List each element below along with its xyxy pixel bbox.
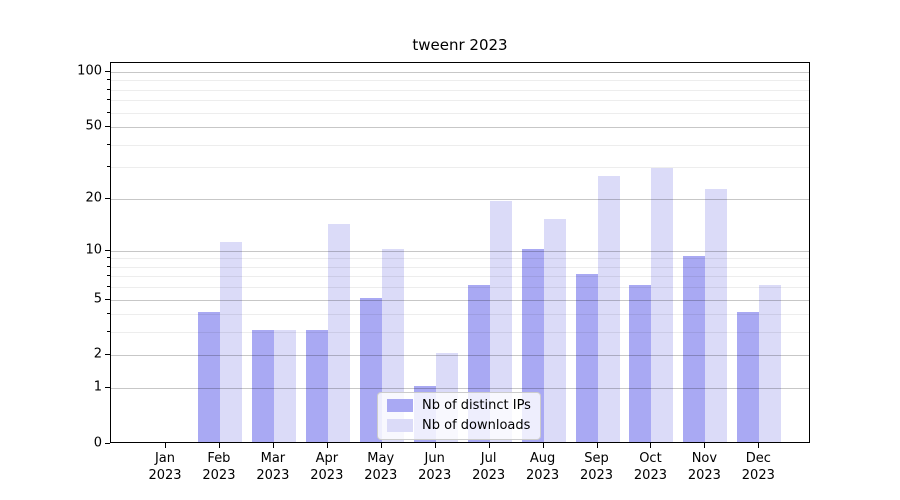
y-axis-tick-label: 2 <box>93 346 102 362</box>
y-axis-tick-label: 0 <box>93 435 102 451</box>
y-axis-tick-label: 1 <box>93 379 102 395</box>
gridline-major <box>111 300 809 301</box>
y-tick-minor <box>107 112 110 113</box>
bar-ips-sep <box>575 274 598 442</box>
gridline-minor <box>111 80 809 81</box>
gridline-minor <box>111 258 809 259</box>
chart-title: tweenr 2023 <box>412 36 508 54</box>
y-tick-minor <box>107 79 110 80</box>
gridline-minor <box>111 113 809 114</box>
plot-area <box>110 62 810 443</box>
gridline-minor <box>111 100 809 101</box>
y-axis-tick-label: 5 <box>93 291 102 307</box>
bar-downloads-mar <box>273 330 296 442</box>
gridline-minor <box>111 287 809 288</box>
bar-ips-nov <box>683 256 706 442</box>
bar-downloads-sep <box>597 176 620 442</box>
bar-downloads-oct <box>651 167 674 442</box>
bar-downloads-jul <box>489 200 512 442</box>
gridline-minor <box>111 314 809 315</box>
bar-downloads-nov <box>705 189 728 442</box>
x-tick <box>435 443 436 448</box>
gridline-major <box>111 251 809 252</box>
bar-downloads-dec <box>759 285 782 442</box>
y-axis-tick-label: 100 <box>77 63 102 79</box>
y-tick-minor <box>107 166 110 167</box>
x-axis-tick-label: Dec 2023 <box>741 451 775 483</box>
gridline-major <box>111 355 809 356</box>
gridline-minor <box>111 167 809 168</box>
x-tick <box>704 443 705 448</box>
y-tick <box>105 354 110 355</box>
y-axis-tick-label: 10 <box>85 242 102 258</box>
y-tick-minor <box>107 99 110 100</box>
y-tick <box>105 198 110 199</box>
bar-downloads-aug <box>543 218 566 442</box>
x-tick <box>273 443 274 448</box>
x-axis-tick-label: Apr 2023 <box>310 451 344 483</box>
x-axis-tick-label: Oct 2023 <box>633 451 667 483</box>
gridline-minor <box>111 90 809 91</box>
x-axis-tick-label: May 2023 <box>364 451 398 483</box>
y-tick-minor <box>107 266 110 267</box>
y-tick <box>105 299 110 300</box>
bar-ips-apr <box>305 330 328 442</box>
gridline-major <box>111 199 809 200</box>
bar-ips-mar <box>251 330 274 442</box>
bar-ips-dec <box>737 312 760 442</box>
x-tick <box>219 443 220 448</box>
x-tick <box>758 443 759 448</box>
bar-ips-oct <box>629 285 652 442</box>
bar-downloads-feb <box>219 241 242 442</box>
gridline-minor <box>111 276 809 277</box>
gridline-minor <box>111 145 809 146</box>
y-tick-minor <box>107 89 110 90</box>
x-axis-tick-label: Sep 2023 <box>579 451 614 483</box>
x-tick <box>381 443 382 448</box>
y-tick <box>105 250 110 251</box>
y-tick <box>105 443 110 444</box>
x-axis-tick-label: Nov 2023 <box>687 451 721 483</box>
x-tick <box>650 443 651 448</box>
y-tick-minor <box>107 144 110 145</box>
y-tick <box>105 387 110 388</box>
legend: Nb of distinct IPs Nb of downloads <box>377 392 541 440</box>
legend-swatch <box>387 419 413 432</box>
gridline-minor <box>111 267 809 268</box>
gridline-minor <box>111 332 809 333</box>
x-axis-tick-label: Mar 2023 <box>256 451 290 483</box>
y-axis-tick-label: 20 <box>85 190 102 206</box>
gridline-major <box>111 127 809 128</box>
bar-downloads-apr <box>327 223 350 442</box>
y-tick-minor <box>107 331 110 332</box>
legend-swatch <box>387 399 413 412</box>
gridline-major <box>111 388 809 389</box>
x-axis-tick-label: Aug 2023 <box>526 451 560 483</box>
bar-ips-may <box>359 297 382 442</box>
y-tick-minor <box>107 275 110 276</box>
x-axis-tick-label: Jul 2023 <box>472 451 506 483</box>
gridline-major <box>111 72 809 73</box>
x-axis-tick-label: Feb 2023 <box>202 451 236 483</box>
legend-item: Nb of distinct IPs <box>387 398 531 413</box>
legend-label: Nb of downloads <box>422 418 531 433</box>
bar-ips-feb <box>197 312 220 442</box>
plot-inner <box>111 63 809 442</box>
y-axis-tick-label: 50 <box>85 118 102 134</box>
y-tick <box>105 126 110 127</box>
y-tick-minor <box>107 257 110 258</box>
y-tick-minor <box>107 286 110 287</box>
legend-label: Nb of distinct IPs <box>422 398 531 413</box>
x-tick <box>165 443 166 448</box>
x-axis-tick-label: Jun 2023 <box>418 451 452 483</box>
x-tick <box>597 443 598 448</box>
y-tick <box>105 71 110 72</box>
y-tick-minor <box>107 313 110 314</box>
x-tick <box>327 443 328 448</box>
legend-item: Nb of downloads <box>387 418 531 433</box>
x-tick <box>489 443 490 448</box>
x-axis-tick-label: Jan 2023 <box>148 451 182 483</box>
x-tick <box>543 443 544 448</box>
